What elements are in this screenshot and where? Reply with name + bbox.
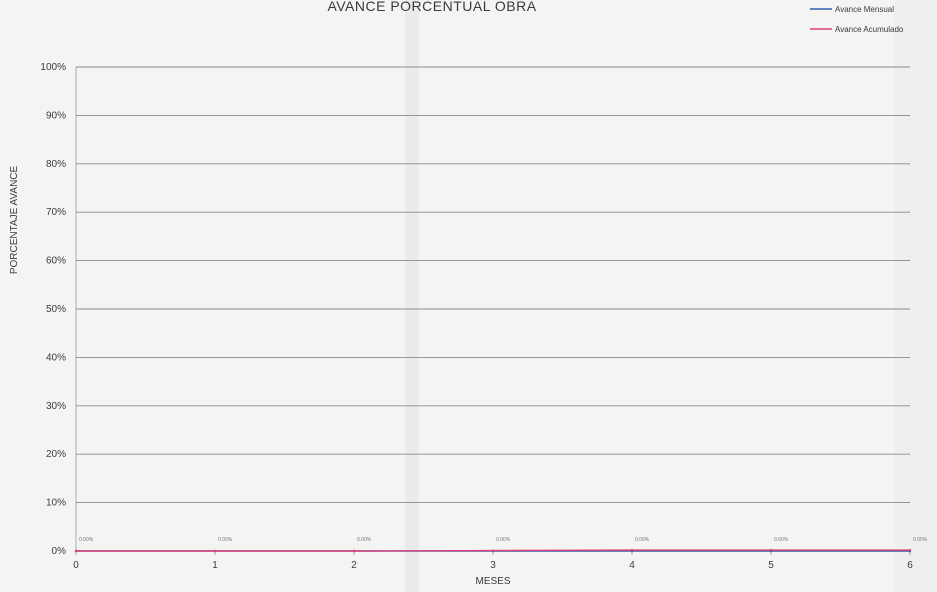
y-tick-label: 80% [46, 159, 66, 170]
y-tick-label: 60% [46, 256, 66, 267]
chart-title: AVANCE PORCENTUAL OBRA [327, 0, 536, 14]
data-label: 0.00% [913, 537, 928, 543]
y-tick-label: 30% [46, 401, 66, 412]
y-tick-label: 90% [46, 110, 66, 121]
series-point-1 [213, 549, 217, 553]
series-point-1 [352, 549, 356, 553]
data-labels: 0.00% 0.00% 0.00% 0.00% 0.00% 0.00% 0.00% [79, 537, 928, 543]
background-texture [405, 0, 937, 592]
x-tick-label: 0 [73, 560, 79, 571]
series-point-1 [491, 549, 495, 552]
data-label: 0.00% [357, 537, 372, 543]
series-point-1 [630, 548, 634, 552]
x-axis-label: MESES [475, 576, 510, 587]
x-tick-label: 6 [907, 560, 913, 571]
scan-shadow-band [405, 0, 419, 592]
series-lines [74, 548, 912, 553]
y-tick-label: 50% [46, 304, 66, 315]
x-tick-label: 2 [351, 560, 357, 571]
data-label: 0.00% [496, 537, 511, 543]
x-tick-label: 1 [212, 560, 218, 571]
series-point-1 [769, 548, 773, 552]
y-tick-label: 10% [46, 498, 66, 509]
data-label: 0.00% [635, 537, 650, 543]
y-tick-label: 0% [52, 546, 67, 557]
y-tick-label: 40% [46, 352, 66, 363]
legend: Avance Mensual Avance Acumulado [810, 5, 904, 34]
x-tick-label: 4 [629, 560, 635, 571]
legend-label: Avance Mensual [835, 5, 894, 14]
data-label: 0.00% [79, 537, 94, 543]
gridlines [75, 66, 910, 552]
y-tick-label: 20% [46, 449, 66, 460]
y-axis-ticks: 0% 10% 20% 30% 40% 50% 60% 70% 80% 90% 100% [40, 62, 66, 557]
x-tick-label: 3 [490, 560, 496, 571]
series-point-1 [908, 548, 912, 552]
y-axis-label: PORCENTAJE AVANCE [9, 165, 20, 274]
series-point-1 [74, 549, 78, 553]
data-label: 0.00% [218, 537, 233, 543]
y-tick-label: 70% [46, 207, 66, 218]
scan-edge-band [895, 0, 937, 592]
legend-label: Avance Acumulado [835, 25, 904, 34]
x-axis-ticks: 0 1 2 3 4 5 6 [73, 551, 913, 571]
data-label: 0.00% [774, 537, 789, 543]
x-tick-label: 5 [768, 560, 774, 571]
y-tick-label: 100% [40, 62, 66, 73]
